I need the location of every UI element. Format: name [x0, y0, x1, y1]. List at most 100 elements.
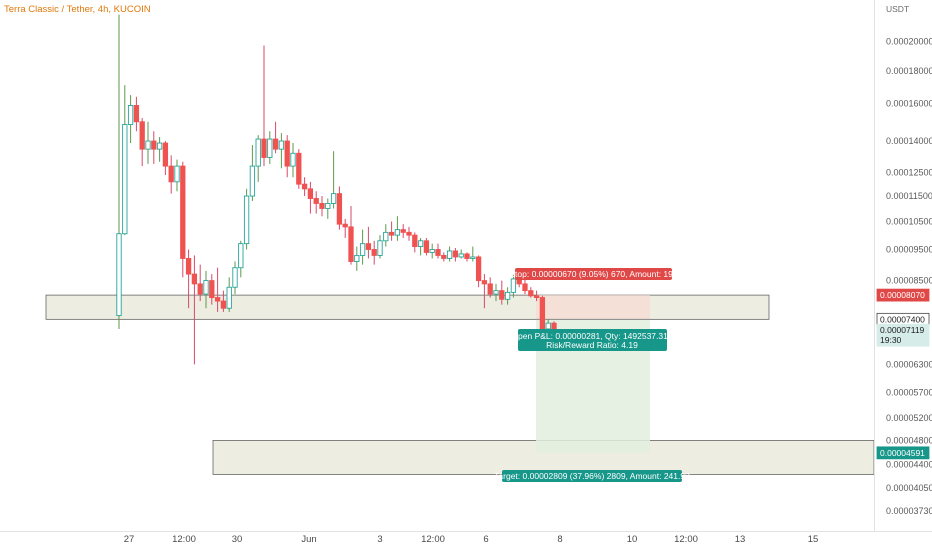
- candle[interactable]: [278, 133, 285, 169]
- candle-body-down: [533, 295, 540, 298]
- candle[interactable]: [191, 255, 198, 365]
- candle[interactable]: [377, 235, 383, 259]
- candle-body-up: [383, 231, 389, 242]
- candle[interactable]: [475, 255, 482, 288]
- candle[interactable]: [180, 161, 186, 278]
- candle[interactable]: [301, 177, 308, 197]
- candle[interactable]: [255, 135, 261, 182]
- candle[interactable]: [156, 137, 163, 162]
- candle[interactable]: [232, 261, 238, 295]
- candle[interactable]: [133, 96, 140, 132]
- candle[interactable]: [429, 243, 435, 259]
- candle[interactable]: [174, 159, 180, 192]
- candle[interactable]: [209, 274, 215, 305]
- candle-body-down: [452, 250, 459, 258]
- candle[interactable]: [493, 283, 499, 302]
- candle[interactable]: [365, 226, 372, 259]
- candle[interactable]: [441, 252, 447, 262]
- candle[interactable]: [185, 249, 192, 309]
- position-stop-area[interactable]: [536, 295, 650, 320]
- candle[interactable]: [464, 252, 470, 262]
- candle-body-down: [214, 297, 221, 302]
- candle-body-down: [435, 249, 441, 256]
- candle[interactable]: [481, 274, 488, 309]
- candle[interactable]: [400, 224, 406, 238]
- candle[interactable]: [162, 141, 169, 175]
- candle-body-up: [354, 254, 360, 262]
- candle-body-down: [180, 165, 186, 259]
- stop-label[interactable]: Stop: 0.00000670 (9.05%) 670, Amount: 19…: [509, 268, 678, 280]
- candle[interactable]: [249, 145, 256, 201]
- candle[interactable]: [168, 155, 174, 194]
- candle[interactable]: [122, 85, 128, 236]
- candle[interactable]: [354, 246, 360, 271]
- candle-body-up: [510, 278, 517, 293]
- candle[interactable]: [470, 246, 476, 262]
- candle[interactable]: [417, 237, 424, 256]
- candle[interactable]: [533, 290, 540, 302]
- candle[interactable]: [383, 224, 389, 247]
- candle[interactable]: [139, 118, 145, 167]
- candle[interactable]: [226, 277, 232, 312]
- candle[interactable]: [504, 287, 511, 305]
- position-layer: [536, 295, 650, 453]
- position-labels-layer: Stop: 0.00000670 (9.05%) 670, Amount: 19…: [494, 268, 690, 482]
- candle[interactable]: [197, 264, 203, 302]
- candle[interactable]: [539, 295, 546, 333]
- candle[interactable]: [261, 45, 267, 167]
- candle[interactable]: [330, 151, 337, 209]
- candle[interactable]: [151, 131, 157, 164]
- candle[interactable]: [319, 196, 325, 217]
- candle-body-down: [168, 165, 174, 183]
- target-price-tag[interactable]: 0.00004591: [876, 446, 930, 460]
- zone-resistance[interactable]: [45, 294, 770, 320]
- stop-price-tag[interactable]: 0.00008070: [876, 288, 930, 302]
- candle[interactable]: [435, 243, 441, 259]
- candle[interactable]: [487, 277, 493, 298]
- candle[interactable]: [510, 274, 517, 298]
- target-label[interactable]: Target: 0.00002809 (37.96%) 2809, Amount…: [494, 470, 690, 482]
- candle[interactable]: [116, 14, 122, 329]
- candle[interactable]: [127, 95, 134, 144]
- candle[interactable]: [394, 216, 401, 241]
- candle[interactable]: [336, 186, 343, 230]
- candle[interactable]: [406, 226, 412, 241]
- candle[interactable]: [272, 121, 279, 154]
- candle[interactable]: [296, 149, 302, 189]
- candle[interactable]: [446, 246, 453, 262]
- candle[interactable]: [203, 270, 209, 309]
- candle[interactable]: [452, 248, 459, 262]
- candle[interactable]: [348, 205, 354, 265]
- candle[interactable]: [267, 131, 273, 164]
- candle-body-up: [325, 202, 331, 209]
- price-axis[interactable]: 0.00020000 0.00018000 0.00016000 0.00014000…: [886, 36, 932, 516]
- entry-price-tag[interactable]: 0.00007400: [876, 312, 930, 326]
- candle[interactable]: [458, 249, 464, 259]
- candle[interactable]: [290, 143, 296, 178]
- candle[interactable]: [388, 221, 395, 241]
- candle[interactable]: [371, 240, 377, 265]
- candle-body-down: [475, 256, 482, 282]
- candle-body-down: [151, 140, 157, 150]
- pnl-text: Open P&L: 0.00000281, Qty: 1492537.313: [511, 331, 672, 341]
- candle[interactable]: [528, 287, 534, 298]
- candle[interactable]: [423, 237, 430, 256]
- pnl-label[interactable]: Open P&L: 0.00000281, Qty: 1492537.313Ri…: [511, 329, 673, 351]
- candle[interactable]: [214, 267, 221, 312]
- candle[interactable]: [313, 191, 319, 214]
- candle[interactable]: [145, 121, 151, 164]
- candle[interactable]: [499, 280, 505, 305]
- candle-body-up: [238, 243, 244, 269]
- candle[interactable]: [307, 181, 314, 214]
- candle[interactable]: [284, 135, 290, 178]
- candle[interactable]: [325, 198, 331, 219]
- candle[interactable]: [412, 232, 418, 253]
- candle[interactable]: [238, 240, 244, 278]
- candle[interactable]: [243, 188, 250, 250]
- candle[interactable]: [220, 290, 227, 312]
- time-axis[interactable]: 27 12:00 30 Jun 3 12:00 6 8 10 12:00 13 15: [124, 534, 819, 545]
- candle[interactable]: [342, 218, 348, 238]
- candle[interactable]: [359, 229, 366, 265]
